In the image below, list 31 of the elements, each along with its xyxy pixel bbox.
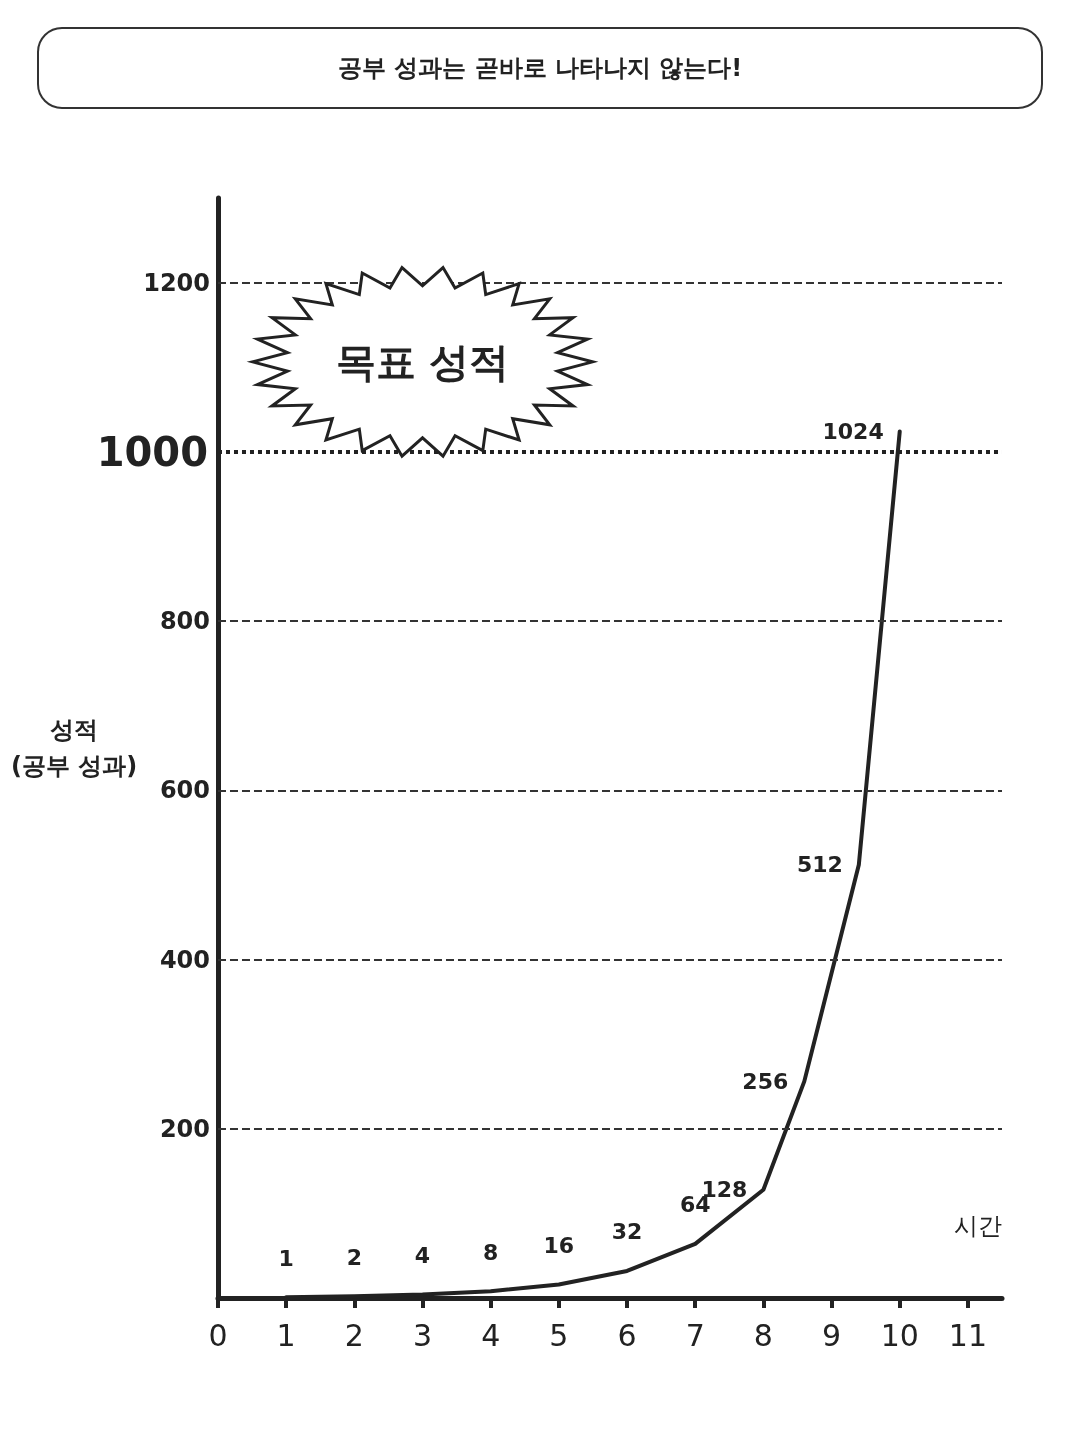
- x-tick-label: 8: [753, 1317, 773, 1353]
- x-axis-title: 시간: [954, 1212, 1002, 1240]
- data-label: 256: [742, 1068, 789, 1094]
- data-label: 1024: [822, 419, 884, 445]
- x-tick-label: 9: [822, 1317, 842, 1353]
- data-label: 4: [414, 1243, 431, 1269]
- x-tick-label: 3: [412, 1317, 433, 1353]
- data-label: 1: [278, 1245, 294, 1271]
- x-tick-label: 6: [617, 1317, 637, 1353]
- x-tick-label: 7: [685, 1317, 705, 1353]
- data-label: 2: [346, 1244, 362, 1270]
- ref-line-label: 1000: [96, 428, 208, 475]
- x-tick-label: 4: [481, 1317, 501, 1353]
- data-label: 32: [611, 1219, 643, 1245]
- x-tick-label: 5: [549, 1317, 569, 1353]
- y-tick-label: 400: [159, 945, 210, 974]
- data-label: 16: [543, 1232, 575, 1258]
- data-label: 8: [483, 1239, 499, 1265]
- x-tick-label: 2: [344, 1317, 364, 1353]
- y-tick-label: 1200: [143, 268, 210, 297]
- x-tick-label: 10: [880, 1317, 919, 1353]
- y-tick-label: 600: [159, 776, 210, 805]
- x-tick-label: 11: [948, 1317, 988, 1353]
- y-axis-title: 성적 (공부 성과): [11, 716, 138, 780]
- data-label: 512: [796, 852, 843, 878]
- chart-title: 공부 성과는 곧바로 나타나지 않는다!: [337, 54, 743, 82]
- annotation: 목표 성적: [335, 338, 510, 385]
- y-tick-label: 800: [159, 607, 210, 636]
- y-tick-label: 200: [159, 1114, 210, 1143]
- x-tick-label: 1: [276, 1317, 296, 1353]
- x-tick-label: 0: [208, 1317, 228, 1353]
